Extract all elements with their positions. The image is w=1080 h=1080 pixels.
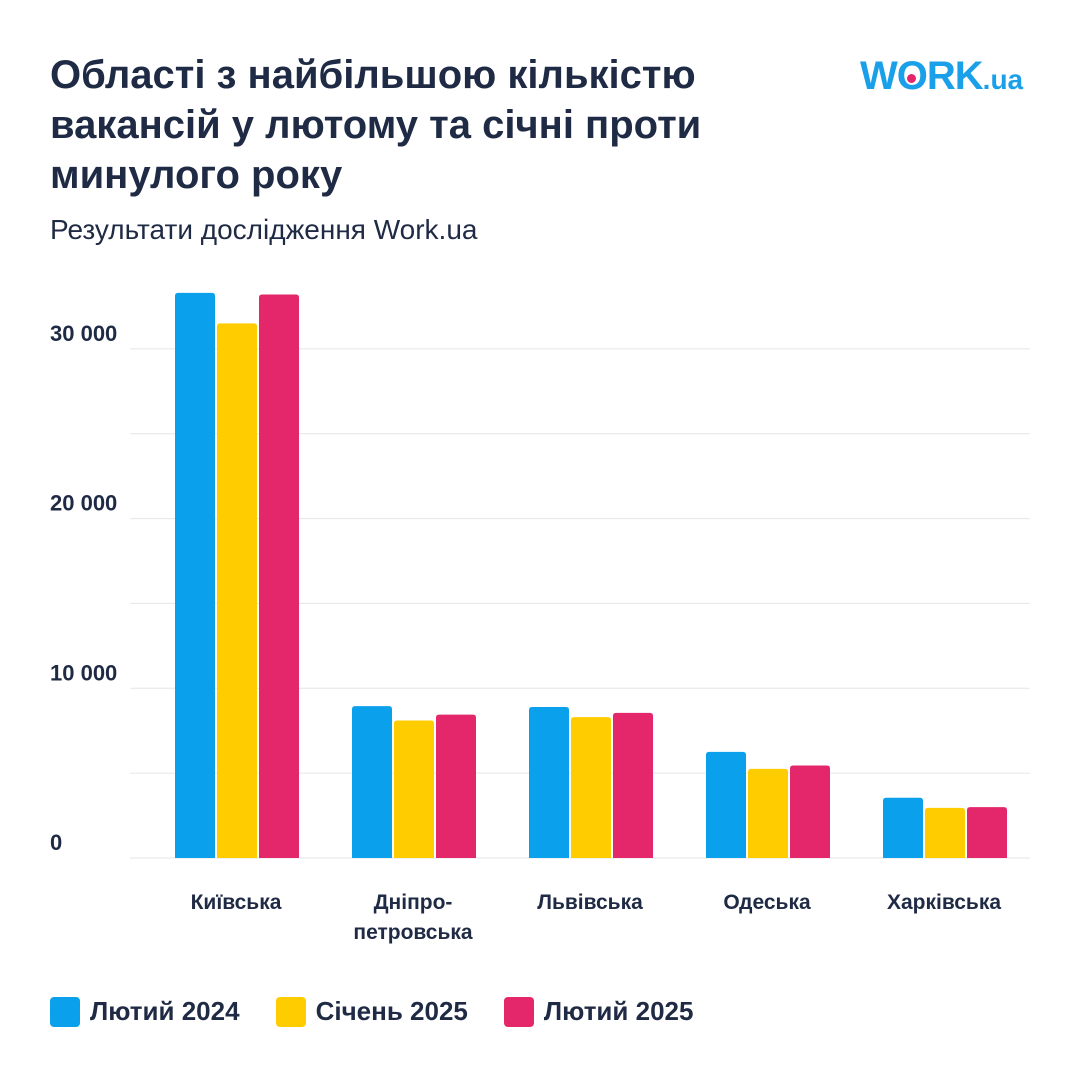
x-tick-label: Харківська	[887, 891, 1001, 914]
chart-subtitle: Результати дослідження Work.ua	[50, 214, 478, 245]
bar	[925, 807, 965, 858]
legend-swatch-january-2025	[275, 996, 306, 1027]
y-tick-label: 30 000	[50, 321, 117, 346]
logo-suffix: .ua	[982, 64, 1024, 95]
bar	[394, 720, 434, 858]
bar	[175, 292, 215, 858]
y-tick-label: 10 000	[50, 660, 117, 685]
logo-letter-o: O	[896, 54, 928, 98]
y-tick-label: 0	[50, 830, 62, 855]
bar	[529, 706, 569, 858]
legend-label-january-2025: Січень 2025	[315, 996, 468, 1026]
y-tick-label: 20 000	[50, 491, 117, 516]
x-tick-label: Одеська	[723, 891, 811, 914]
legend: Лютий 2024 Січень 2025 Лютий 2025	[50, 996, 693, 1027]
logo-letter-w: W	[860, 54, 898, 98]
x-tick-label: Дніпро-петровська	[353, 891, 473, 944]
logo-letters-rk: RK	[926, 54, 984, 98]
bar	[706, 751, 746, 858]
work-ua-logo: WORK.ua	[860, 54, 1023, 99]
bar	[259, 294, 299, 858]
legend-item-february-2025: Лютий 2025	[503, 996, 694, 1027]
bar	[352, 706, 392, 858]
legend-label-february-2024: Лютий 2024	[90, 996, 240, 1026]
legend-swatch-february-2025	[503, 996, 534, 1027]
bar	[613, 712, 653, 858]
bar	[967, 807, 1007, 858]
legend-label-february-2025: Лютий 2025	[543, 996, 694, 1026]
bar	[883, 797, 923, 858]
bar	[790, 765, 830, 858]
legend-swatch-february-2024	[50, 996, 80, 1027]
bar	[436, 714, 476, 858]
x-tick-label: Київська	[191, 891, 282, 914]
x-tick-label: Львівська	[537, 891, 643, 914]
chart-title: Області з найбільшою кількістю вакансій …	[50, 53, 702, 197]
legend-item-february-2024: Лютий 2024	[50, 996, 240, 1027]
bar	[217, 323, 257, 858]
bar	[748, 768, 788, 858]
legend-item-january-2025: Січень 2025	[275, 996, 468, 1027]
bar	[571, 717, 611, 858]
